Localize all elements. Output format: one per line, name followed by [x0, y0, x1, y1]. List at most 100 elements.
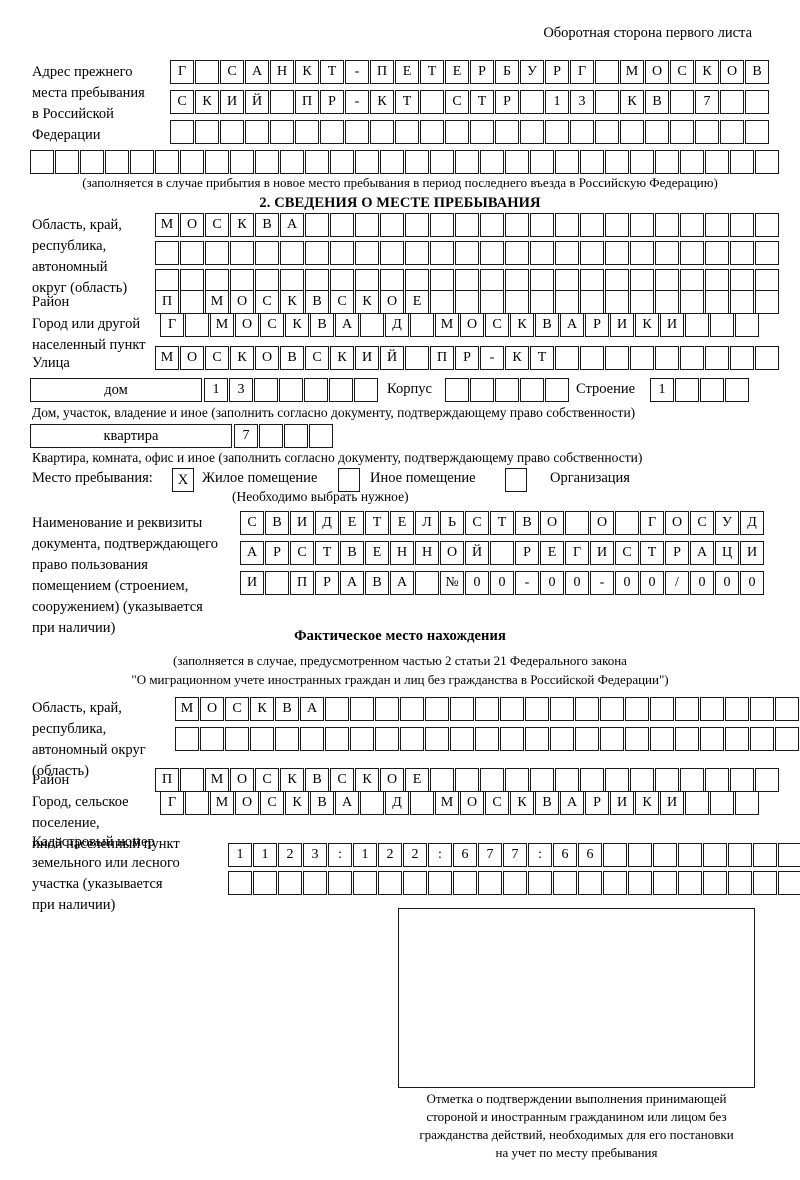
- cadastral-cell-r1-14[interactable]: 6: [553, 843, 577, 867]
- prev-addr-cell-r4-21[interactable]: [530, 150, 554, 174]
- city-cell-16[interactable]: В: [535, 313, 559, 337]
- doc-cell-r1-3[interactable]: И: [290, 511, 314, 535]
- doc-cell-r1-2[interactable]: В: [265, 511, 289, 535]
- actual-city-cell-7[interactable]: В: [310, 791, 334, 815]
- city-cell-9[interactable]: [360, 313, 384, 337]
- actual-city-cell-16[interactable]: В: [535, 791, 559, 815]
- prev-addr-cell-r4-27[interactable]: [680, 150, 704, 174]
- doc-cell-r3-12[interactable]: -: [515, 571, 539, 595]
- actual-city-cell-21[interactable]: И: [660, 791, 684, 815]
- prev-addr-cell-r1-4[interactable]: А: [245, 60, 269, 84]
- city-cell-10[interactable]: Д: [385, 313, 409, 337]
- prev-addr-cell-r1-13[interactable]: Р: [470, 60, 494, 84]
- prev-addr-cell-r1-7[interactable]: Т: [320, 60, 344, 84]
- district-cell-9[interactable]: К: [355, 290, 379, 314]
- doc-cell-r3-18[interactable]: /: [665, 571, 689, 595]
- cadastral-cell-r1-7[interactable]: 2: [378, 843, 402, 867]
- doc-cell-r1-11[interactable]: Т: [490, 511, 514, 535]
- doc-cell-r2-2[interactable]: Р: [265, 541, 289, 565]
- district-cell-14[interactable]: [480, 290, 504, 314]
- actual-region-cell-r2-7[interactable]: [325, 727, 349, 751]
- actual-region-cell-r1-19[interactable]: [625, 697, 649, 721]
- doc-cell-r2-17[interactable]: Т: [640, 541, 664, 565]
- doc-cell-r2-12[interactable]: Р: [515, 541, 539, 565]
- region-cell-r2-15[interactable]: [505, 241, 529, 265]
- checkbox-residential[interactable]: X: [172, 468, 194, 492]
- actual-region-cell-r1-22[interactable]: [700, 697, 724, 721]
- flat-cell-3[interactable]: [284, 424, 308, 448]
- prev-addr-cell-r3-15[interactable]: [520, 120, 544, 144]
- actual-region-cell-r1-7[interactable]: [325, 697, 349, 721]
- city-cell-12[interactable]: М: [435, 313, 459, 337]
- doc-cell-r3-6[interactable]: В: [365, 571, 389, 595]
- prev-addr-cell-r3-24[interactable]: [745, 120, 769, 144]
- district-cell-23[interactable]: [705, 290, 729, 314]
- district-cell-25[interactable]: [755, 290, 779, 314]
- city-cell-24[interactable]: [735, 313, 759, 337]
- prev-addr-cell-r4-18[interactable]: [455, 150, 479, 174]
- doc-cell-r1-6[interactable]: Т: [365, 511, 389, 535]
- house-cell-4[interactable]: [279, 378, 303, 402]
- actual-region-cell-r2-8[interactable]: [350, 727, 374, 751]
- actual-region-cell-r2-25[interactable]: [775, 727, 799, 751]
- cadastral-cell-r1-21[interactable]: [728, 843, 752, 867]
- cadastral-cell-r2-4[interactable]: [303, 871, 327, 895]
- actual-city-cell-13[interactable]: О: [460, 791, 484, 815]
- actual-region-cell-r1-23[interactable]: [725, 697, 749, 721]
- actual-region-cell-r1-10[interactable]: [400, 697, 424, 721]
- street-cell-1[interactable]: М: [155, 346, 179, 370]
- actual-region-cell-r2-22[interactable]: [700, 727, 724, 751]
- house-cell-6[interactable]: [329, 378, 353, 402]
- prev-addr-cell-r2-12[interactable]: С: [445, 90, 469, 114]
- cadastral-cell-r2-22[interactable]: [753, 871, 777, 895]
- region-cell-r3-7[interactable]: [305, 269, 329, 293]
- prev-addr-cell-r3-7[interactable]: [320, 120, 344, 144]
- actual-region-cell-r2-23[interactable]: [725, 727, 749, 751]
- district-cell-16[interactable]: [530, 290, 554, 314]
- previous-address-row-4[interactable]: [30, 150, 780, 174]
- prev-addr-cell-r3-22[interactable]: [695, 120, 719, 144]
- prev-addr-cell-r4-2[interactable]: [55, 150, 79, 174]
- prev-addr-cell-r1-11[interactable]: Т: [420, 60, 444, 84]
- region-cell-r3-18[interactable]: [580, 269, 604, 293]
- district-cell-12[interactable]: [430, 290, 454, 314]
- doc-cell-r3-2[interactable]: [265, 571, 289, 595]
- actual-district-cell-3[interactable]: М: [205, 768, 229, 792]
- doc-cell-r1-14[interactable]: [565, 511, 589, 535]
- region-cell-r1-7[interactable]: [305, 213, 329, 237]
- district-cell-4[interactable]: О: [230, 290, 254, 314]
- actual-city-cell-15[interactable]: К: [510, 791, 534, 815]
- street-cell-16[interactable]: Т: [530, 346, 554, 370]
- stroenie-cells[interactable]: 1: [650, 378, 750, 402]
- prev-addr-cell-r1-2[interactable]: [195, 60, 219, 84]
- region-cell-r1-4[interactable]: К: [230, 213, 254, 237]
- actual-region-cell-r1-2[interactable]: О: [200, 697, 224, 721]
- prev-addr-cell-r2-2[interactable]: К: [195, 90, 219, 114]
- prev-addr-cell-r1-22[interactable]: К: [695, 60, 719, 84]
- actual-city-cell-24[interactable]: [735, 791, 759, 815]
- actual-city-cell-17[interactable]: А: [560, 791, 584, 815]
- actual-city-cell-11[interactable]: [410, 791, 434, 815]
- prev-addr-cell-r2-14[interactable]: Р: [495, 90, 519, 114]
- region-cell-r3-6[interactable]: [280, 269, 304, 293]
- region-cell-r3-11[interactable]: [405, 269, 429, 293]
- prev-addr-cell-r3-4[interactable]: [245, 120, 269, 144]
- prev-addr-cell-r2-15[interactable]: [520, 90, 544, 114]
- region-cell-r1-12[interactable]: [430, 213, 454, 237]
- doc-cell-r1-4[interactable]: Д: [315, 511, 339, 535]
- prev-addr-cell-r4-16[interactable]: [405, 150, 429, 174]
- region-cell-r2-16[interactable]: [530, 241, 554, 265]
- cadastral-cell-r1-13[interactable]: :: [528, 843, 552, 867]
- prev-addr-cell-r4-20[interactable]: [505, 150, 529, 174]
- city-cell-6[interactable]: К: [285, 313, 309, 337]
- doc-cell-r1-8[interactable]: Л: [415, 511, 439, 535]
- actual-region-cell-r2-2[interactable]: [200, 727, 224, 751]
- actual-city-cell-23[interactable]: [710, 791, 734, 815]
- region-cell-r1-23[interactable]: [705, 213, 729, 237]
- actual-city-cell-4[interactable]: О: [235, 791, 259, 815]
- doc-cell-r3-13[interactable]: 0: [540, 571, 564, 595]
